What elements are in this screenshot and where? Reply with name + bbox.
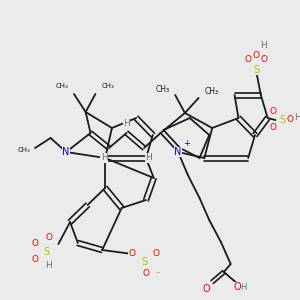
- Text: CH₃: CH₃: [17, 147, 30, 153]
- Text: O: O: [270, 124, 277, 133]
- Text: CH₃: CH₃: [155, 85, 169, 94]
- Text: O: O: [270, 107, 277, 116]
- Text: H: H: [294, 113, 300, 122]
- Text: S: S: [279, 115, 285, 125]
- Text: H: H: [146, 154, 152, 163]
- Text: O: O: [202, 284, 210, 294]
- Text: CH₃: CH₃: [101, 83, 114, 89]
- Text: O: O: [129, 250, 136, 259]
- Text: H: H: [240, 283, 247, 292]
- Text: O: O: [260, 56, 267, 64]
- Text: S: S: [44, 247, 50, 257]
- Text: H: H: [260, 41, 267, 50]
- Text: O: O: [45, 233, 52, 242]
- Text: H: H: [123, 118, 130, 127]
- Text: O: O: [234, 282, 241, 292]
- Text: N: N: [62, 147, 70, 157]
- Text: S: S: [253, 65, 259, 75]
- Text: H: H: [45, 262, 52, 271]
- Text: S: S: [141, 257, 147, 267]
- Text: N: N: [174, 147, 182, 157]
- Text: ⁻: ⁻: [155, 269, 160, 278]
- Text: +: +: [183, 140, 190, 148]
- Text: CH₃: CH₃: [56, 83, 68, 89]
- Text: O: O: [32, 239, 38, 248]
- Text: H: H: [101, 154, 107, 163]
- Text: O: O: [286, 116, 293, 124]
- Text: O: O: [253, 52, 260, 61]
- Text: CH₃: CH₃: [204, 88, 218, 97]
- Text: O: O: [142, 269, 149, 278]
- Text: O: O: [32, 256, 38, 265]
- Text: O: O: [245, 56, 252, 64]
- Text: O: O: [152, 250, 159, 259]
